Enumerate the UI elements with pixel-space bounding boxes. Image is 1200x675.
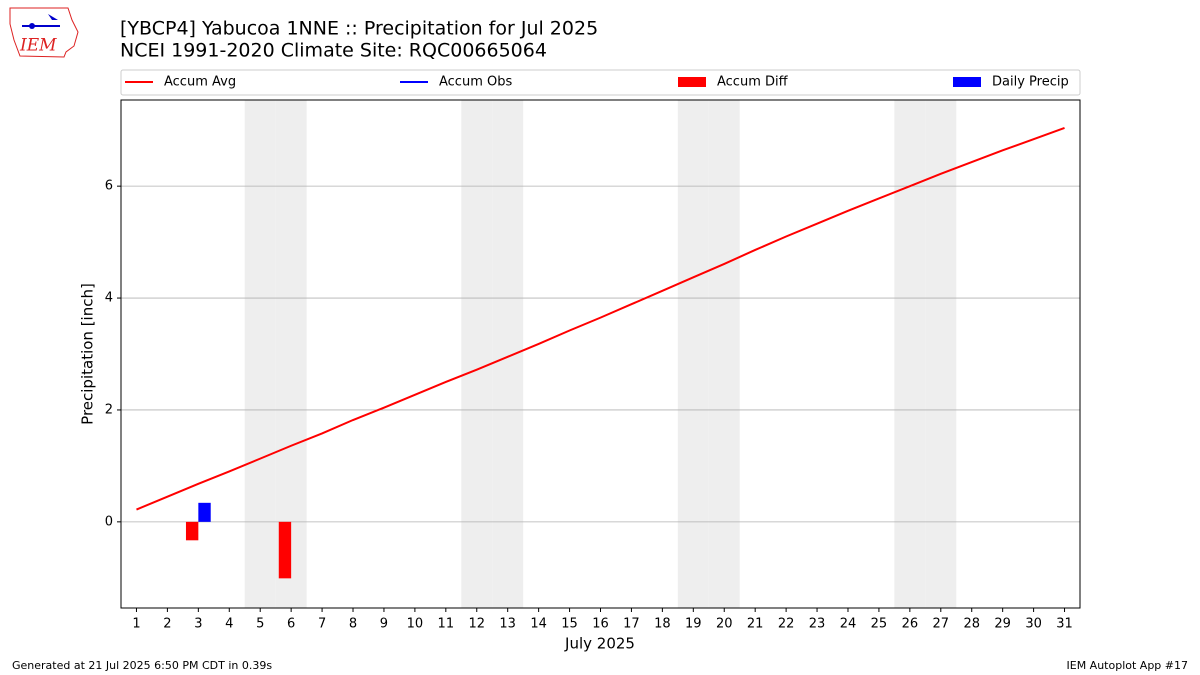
x-tick-label: 11: [438, 617, 455, 632]
x-tick-label: 5: [256, 617, 264, 632]
logo: IEM: [9, 7, 79, 58]
y-axis-label: Precipitation [inch]: [79, 283, 97, 425]
x-tick-label: 19: [685, 617, 702, 632]
legend-label: Daily Precip: [992, 75, 1069, 90]
y-tick-label: 2: [105, 402, 113, 417]
weekend-band: [708, 100, 740, 608]
x-tick-label: 7: [318, 617, 326, 632]
weekend-band: [492, 100, 524, 608]
legend-label: Accum Avg: [164, 75, 236, 90]
x-tick-label: 8: [349, 617, 357, 632]
weekend-band: [925, 100, 957, 608]
x-tick-label: 23: [809, 617, 826, 632]
x-tick-label: 28: [963, 617, 980, 632]
x-tick-label: 6: [287, 617, 295, 632]
chart-title: [YBCP4] Yabucoa 1NNE :: Precipitation fo…: [120, 18, 598, 40]
legend-label: Accum Obs: [439, 75, 512, 90]
x-tick-label: 2: [163, 617, 171, 632]
x-tick-label: 20: [716, 617, 733, 632]
x-tick-label: 9: [380, 617, 388, 632]
x-tick-label: 12: [468, 617, 485, 632]
x-axis-label: July 2025: [564, 635, 635, 653]
x-tick-label: 13: [499, 617, 516, 632]
plot-frame: [120, 99, 1081, 609]
footer-right: IEM Autoplot App #17: [1067, 659, 1189, 672]
x-tick-label: 16: [592, 617, 609, 632]
x-tick-label: 26: [902, 617, 919, 632]
x-tick-label: 4: [225, 617, 233, 632]
x-tick-label: 31: [1056, 617, 1073, 632]
x-tick-label: 14: [530, 617, 547, 632]
x-tick-label: 30: [1025, 617, 1042, 632]
weekend-band: [244, 100, 276, 608]
x-tick-label: 1: [132, 617, 140, 632]
y-tick-label: 6: [105, 179, 113, 194]
x-tick-label: 27: [933, 617, 950, 632]
x-tick-label: 17: [623, 617, 640, 632]
logo-text: IEM: [19, 36, 57, 56]
weekend-band: [461, 100, 493, 608]
weekend-band: [894, 100, 926, 608]
x-tick-label: 21: [747, 617, 764, 632]
x-tick-label: 25: [871, 617, 888, 632]
legend-swatch: [953, 77, 981, 87]
x-tick-label: 24: [840, 617, 857, 632]
x-tick-label: 18: [654, 617, 671, 632]
x-tick-label: 15: [561, 617, 578, 632]
x-tick-label: 10: [407, 617, 424, 632]
x-tick-label: 22: [778, 617, 795, 632]
legend-label: Accum Diff: [717, 75, 789, 90]
line: [136, 127, 1065, 511]
legend-swatch: [678, 77, 706, 87]
x-tick-label: 29: [994, 617, 1011, 632]
bar: [278, 521, 292, 579]
legend-box: [120, 69, 1081, 96]
bar: [185, 521, 199, 541]
weekend-band: [677, 100, 709, 608]
footer-left: Generated at 21 Jul 2025 6:50 PM CDT in …: [12, 659, 272, 672]
x-tick-label: 3: [194, 617, 202, 632]
y-tick-label: 4: [105, 291, 113, 306]
y-tick-label: 0: [105, 514, 113, 529]
chart-subtitle: NCEI 1991-2020 Climate Site: RQC00665064: [120, 40, 547, 62]
bar: [198, 502, 211, 522]
